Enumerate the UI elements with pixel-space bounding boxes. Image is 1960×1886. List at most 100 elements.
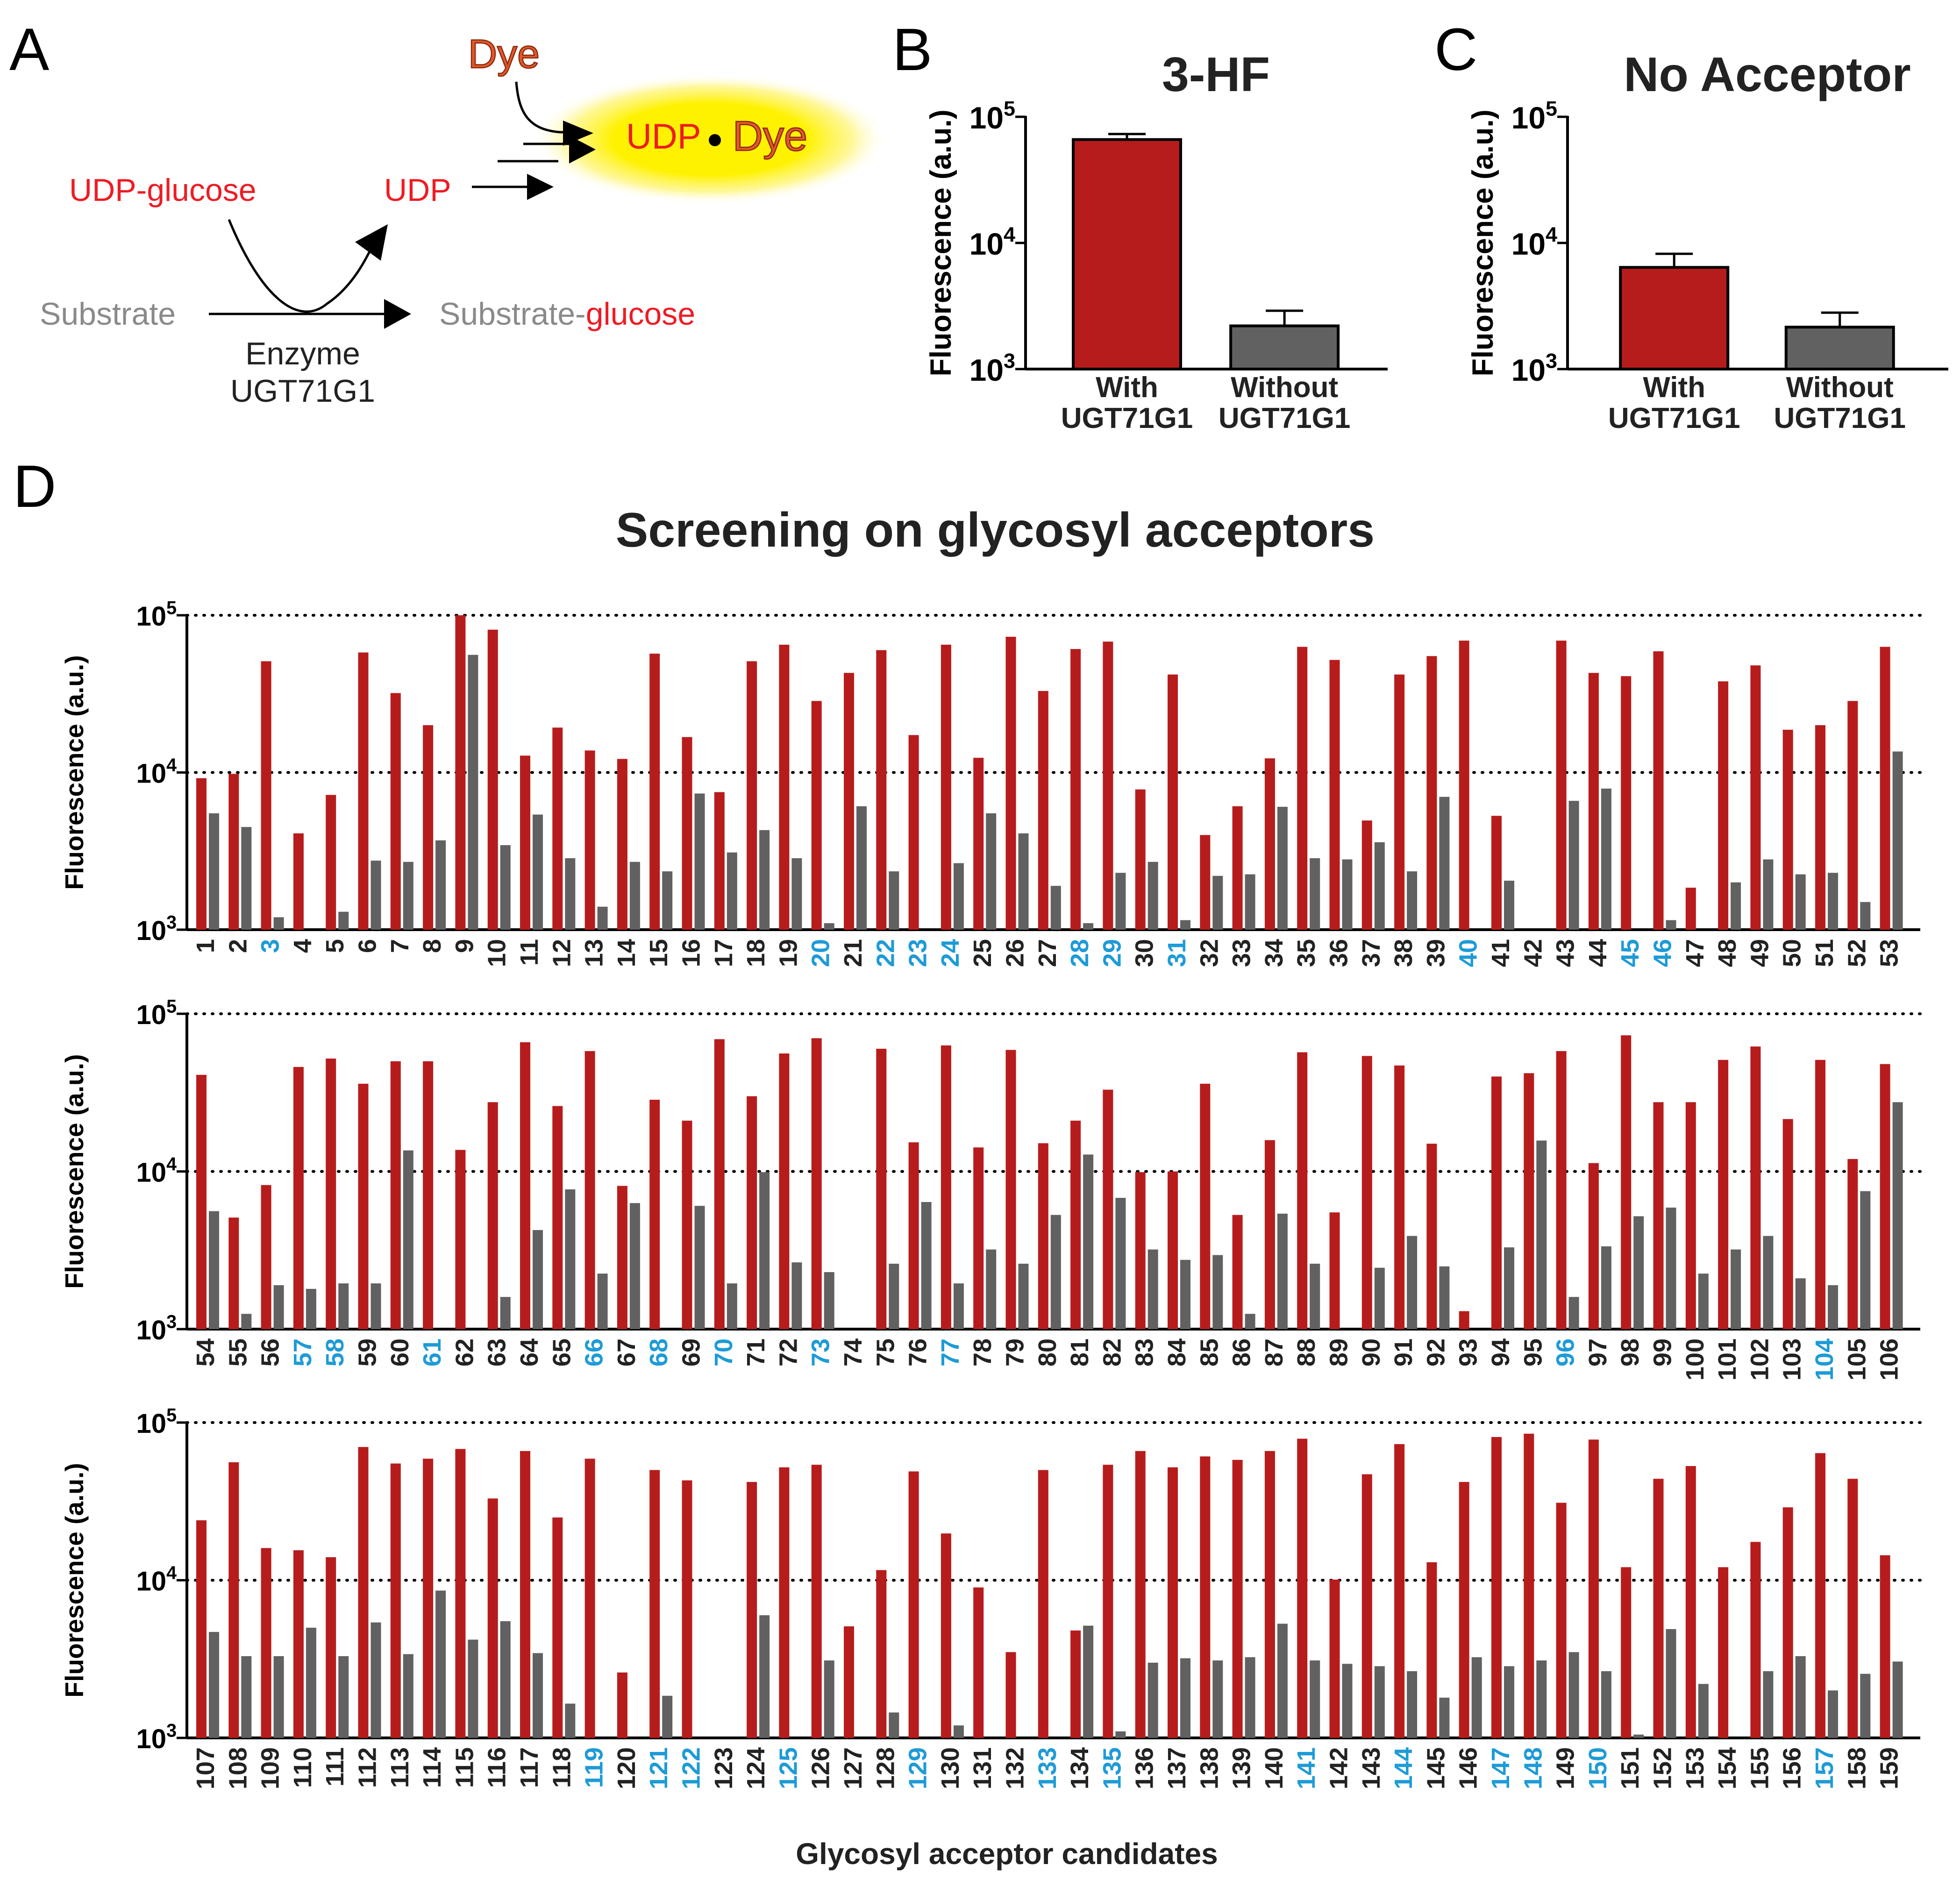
- bar-with-ugt71g1: [682, 737, 692, 930]
- x-category-label: 94: [1487, 1338, 1515, 1366]
- bar-with-ugt71g1: [941, 1533, 951, 1738]
- bar-without-ugt71g1: [1407, 1671, 1418, 1738]
- bar-with-ugt71g1: [228, 1462, 239, 1738]
- bar-without-ugt71g1: [759, 1615, 770, 1738]
- bar-without-ugt71g1: [1407, 1236, 1418, 1329]
- bar-with-ugt71g1: [1685, 1466, 1696, 1738]
- bar-without-ugt71g1: [1892, 1661, 1903, 1738]
- x-category-label: 111: [321, 1747, 349, 1786]
- chart-title: 3-HF: [1162, 48, 1270, 102]
- bar-with-ugt71g1: [455, 1449, 466, 1738]
- x-category-label: UGT71G1: [1774, 402, 1906, 434]
- bar-with-ugt71g1: [1815, 1060, 1825, 1329]
- bar-with-ugt71g1: [1718, 681, 1729, 930]
- bar-with-ugt71g1: [747, 1096, 757, 1329]
- bar-without-ugt71g1: [1310, 858, 1320, 930]
- bar-with-ugt71g1: [455, 1150, 466, 1329]
- x-category-label: 148: [1519, 1747, 1547, 1789]
- x-category-label: With: [1096, 371, 1158, 404]
- bar-with-ugt71g1: [1103, 1089, 1113, 1329]
- y-axis-title: Fluorescence (a.u.): [925, 109, 957, 376]
- x-category-label: 110: [289, 1747, 317, 1788]
- bar-with-ugt71g1: [1718, 1567, 1729, 1738]
- x-category-label: 105: [1843, 1338, 1871, 1381]
- bar-without-ugt71g1: [1504, 1247, 1514, 1329]
- bar-with-ugt71g1: [973, 1587, 984, 1738]
- bar-with-ugt71g1: [423, 725, 434, 930]
- bar-without-ugt71g1: [1374, 1267, 1385, 1329]
- bar-without-ugt71g1: [629, 861, 640, 930]
- bar-with-ugt71g1: [617, 1672, 627, 1738]
- bar-without-ugt71g1: [759, 830, 770, 930]
- enzyme-label: Enzyme: [245, 336, 360, 371]
- udp-dye-dye: Dye: [733, 113, 807, 160]
- bar-with-ugt71g1: [584, 750, 595, 930]
- y-axis-title: Fluorescence (a.u.): [1467, 109, 1499, 376]
- bar-with-ugt71g1: [1232, 806, 1243, 930]
- x-category-label: 4: [289, 939, 317, 953]
- x-category-label: 149: [1552, 1747, 1580, 1789]
- bar-with-ugt71g1: [1361, 820, 1372, 930]
- bar-with-ugt71g1: [1005, 1652, 1016, 1738]
- y-tick-label: 104: [136, 1563, 177, 1596]
- bar-without-ugt71g1: [1666, 1207, 1676, 1329]
- bar-without-ugt71g1: [1310, 1263, 1320, 1329]
- x-category-label: 90: [1357, 1338, 1385, 1366]
- x-category-label: 32: [1195, 939, 1223, 967]
- bar-without-ugt71g1: [209, 1211, 219, 1329]
- x-category-label: 46: [1649, 939, 1677, 967]
- bar-with-ugt71g1: [358, 1447, 369, 1738]
- x-category-label: 95: [1519, 1338, 1547, 1366]
- x-category-label: 73: [807, 1338, 835, 1366]
- x-category-label: 74: [839, 1338, 867, 1366]
- bar-with-ugt71g1: [1070, 1630, 1081, 1738]
- bar-without-ugt71g1: [727, 852, 737, 930]
- bar-with-ugt71g1: [649, 654, 660, 930]
- bar-with-ugt71g1: [1847, 701, 1858, 930]
- bar-with-ugt71g1: [1782, 730, 1793, 930]
- y-tick-label: 103: [136, 1312, 177, 1345]
- bar-with-ugt71g1: [1459, 1311, 1469, 1329]
- bar-without-ugt71g1: [1828, 1690, 1838, 1738]
- bar-with-ugt71g1: [1070, 1120, 1081, 1329]
- bar-without-ugt71g1: [241, 827, 252, 930]
- x-category-label: 86: [1228, 1338, 1256, 1366]
- bar-without-ugt71g1: [1601, 788, 1611, 930]
- bar-without-ugt71g1: [500, 1621, 511, 1738]
- bar-with-ugt71g1: [973, 758, 984, 930]
- bar-with-ugt71g1: [714, 792, 725, 930]
- product-label: Substrate-glucose: [439, 296, 695, 332]
- bar-with-ugt71g1: [1329, 660, 1340, 930]
- x-category-label: 70: [710, 1338, 738, 1366]
- bar-with-ugt71g1: [1524, 1073, 1534, 1329]
- bar-without-ugt71g1: [241, 1314, 252, 1329]
- bar-without-ugt71g1: [1439, 1697, 1450, 1738]
- bar-with-ugt71g1: [1524, 1433, 1534, 1738]
- x-category-label: UGT71G1: [1608, 402, 1740, 434]
- x-category-label: 79: [1001, 1338, 1029, 1366]
- bar-with-ugt71g1: [487, 1498, 498, 1738]
- bar-with-ugt71g1: [1135, 1451, 1146, 1738]
- y-tick-label: 103: [136, 1721, 177, 1754]
- substrate-arrow-head: [384, 299, 411, 329]
- x-category-label: 62: [450, 1338, 478, 1366]
- y-tick-label: 104: [136, 1154, 177, 1188]
- x-category-label: 91: [1390, 1338, 1418, 1366]
- bar-with-ugt71g1: [747, 1482, 757, 1738]
- x-category-label: 54: [192, 1338, 220, 1366]
- x-category-label: 36: [1325, 939, 1353, 967]
- x-category-label: 48: [1713, 939, 1741, 967]
- x-category-label: 20: [807, 939, 835, 967]
- bar-without-ugt71g1: [1828, 1285, 1838, 1329]
- bar-without-ugt71g1: [371, 1283, 381, 1329]
- bar-with-ugt71g1: [779, 644, 790, 930]
- x-category-label: 75: [871, 1338, 899, 1366]
- bar-without-ugt71g1: [273, 1285, 284, 1329]
- x-category-label: 83: [1131, 1338, 1159, 1366]
- bar-with-ugt71g1: [1168, 1467, 1178, 1738]
- bar-with-ugt71g1: [1847, 1159, 1858, 1329]
- panel-label-c: C: [1434, 16, 1477, 83]
- bar-without-ugt71g1: [694, 1206, 705, 1329]
- bar-with-ugt71g1: [261, 1185, 271, 1329]
- bar-with-ugt71g1: [1491, 1437, 1502, 1738]
